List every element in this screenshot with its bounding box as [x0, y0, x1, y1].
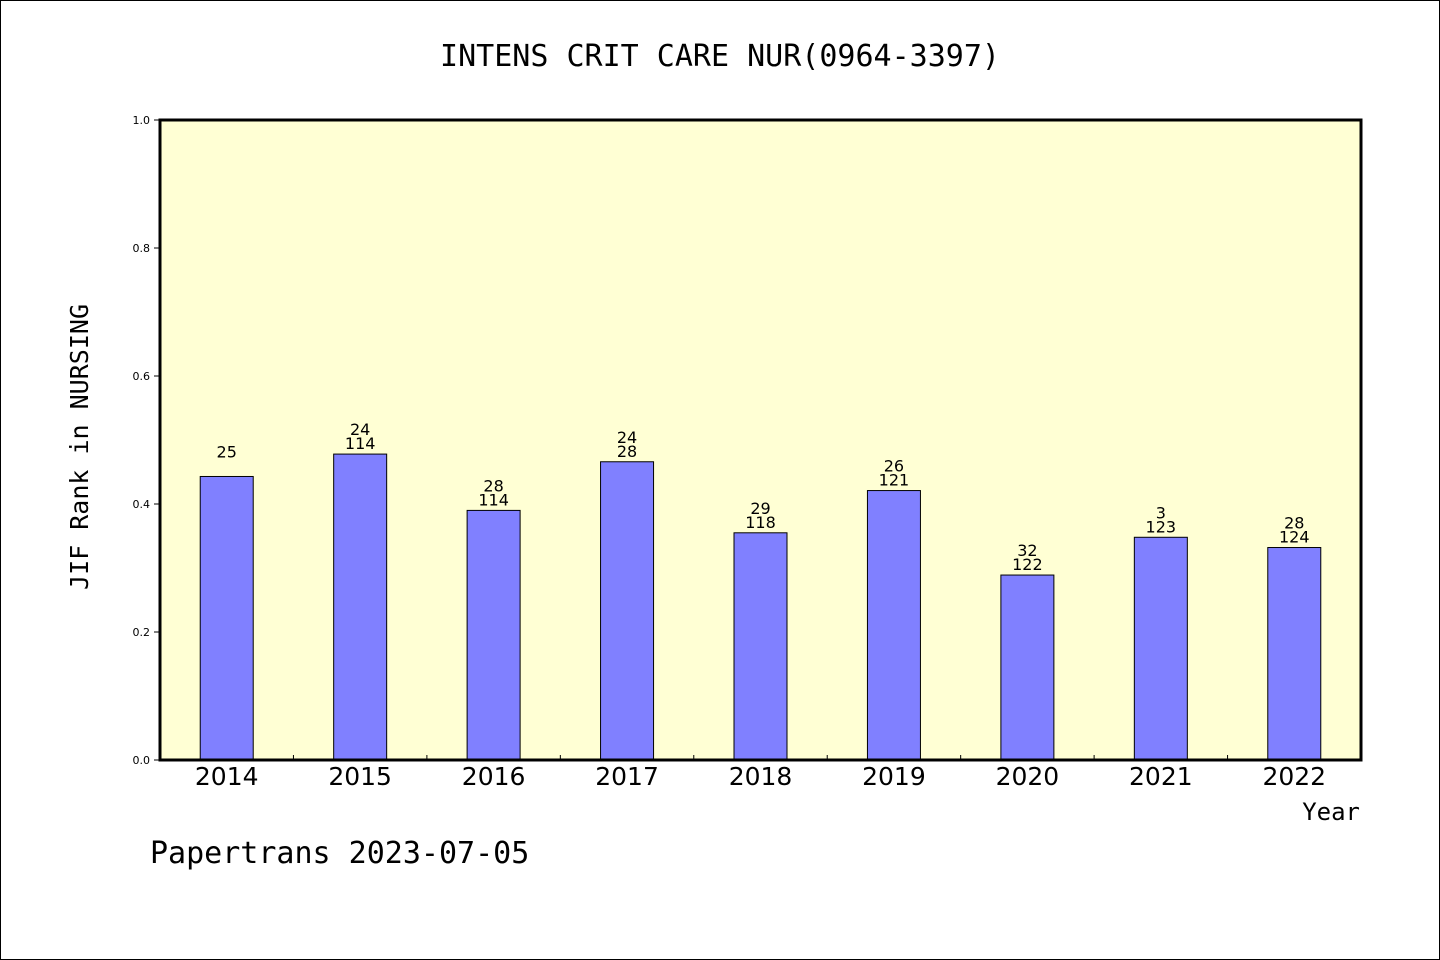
- bar-label-rank: 3: [1156, 503, 1166, 522]
- bars-group: [199, 453, 1322, 761]
- y-tick-label: 0.2: [133, 626, 151, 639]
- bar-2020: [1000, 574, 1055, 761]
- x-tick-label: 2016: [462, 762, 526, 791]
- chart-title: INTENS CRIT CARE NUR(0964-3397): [440, 39, 1000, 74]
- bar-label-rank: 24: [617, 428, 637, 447]
- x-tick-label: 2022: [1262, 762, 1326, 791]
- y-tick-label: 0.6: [133, 370, 151, 383]
- y-axis: 0.0 0.2 0.4 0.6 0.8 1.0: [133, 114, 160, 767]
- bar-label-total: 28: [617, 442, 637, 461]
- bar-2014: [199, 475, 254, 761]
- bar-label-rank: 28: [1284, 514, 1304, 533]
- bar-label-total: 124: [1279, 528, 1310, 547]
- y-axis-label: JIF Rank in NURSING: [65, 304, 94, 590]
- bar-2017: [600, 461, 655, 761]
- x-tick-label: 2020: [996, 762, 1060, 791]
- x-tick-label: 2017: [595, 762, 659, 791]
- bar-label-total: 121: [879, 471, 910, 490]
- bar-label-total: 123: [1146, 517, 1177, 536]
- x-tick-label: 2021: [1129, 762, 1193, 791]
- bar-label-total: 118: [745, 513, 776, 532]
- x-tick-label: 2019: [862, 762, 926, 791]
- x-axis-label: Year: [1302, 798, 1360, 826]
- x-tick-label: 2014: [195, 762, 259, 791]
- bar-2021: [1133, 536, 1188, 761]
- bar-label-total: 114: [478, 490, 509, 509]
- x-tick-label: 2015: [328, 762, 392, 791]
- plot-border: [158, 118, 1363, 762]
- bar-2016: [466, 509, 521, 761]
- credit-text: Papertrans 2023-07-05: [150, 836, 529, 871]
- y-tick-label: 0.0: [133, 754, 151, 767]
- bar-2019: [866, 490, 921, 761]
- bar-label-total: 122: [1012, 555, 1043, 574]
- y-tick-label: 1.0: [133, 114, 151, 127]
- x-tick-label: 2018: [729, 762, 793, 791]
- x-axis: 2014 2015 2016 2017 2018 2019 2020 2021 2022: [195, 755, 1326, 791]
- bar-label-rank: 25: [217, 442, 237, 461]
- bar-label-rank: 29: [750, 499, 770, 518]
- bar-2015: [333, 453, 388, 761]
- bar-2018: [733, 532, 788, 761]
- bar-label-rank: 24: [350, 420, 370, 439]
- y-tick-label: 0.4: [133, 498, 151, 511]
- bar-label-rank: 32: [1017, 541, 1037, 560]
- bar-label-total: 114: [345, 434, 376, 453]
- bar-2022: [1267, 547, 1322, 761]
- bar-label-rank: 26: [884, 457, 904, 476]
- y-tick-label: 0.8: [133, 242, 151, 255]
- bar-label-rank: 28: [483, 476, 503, 495]
